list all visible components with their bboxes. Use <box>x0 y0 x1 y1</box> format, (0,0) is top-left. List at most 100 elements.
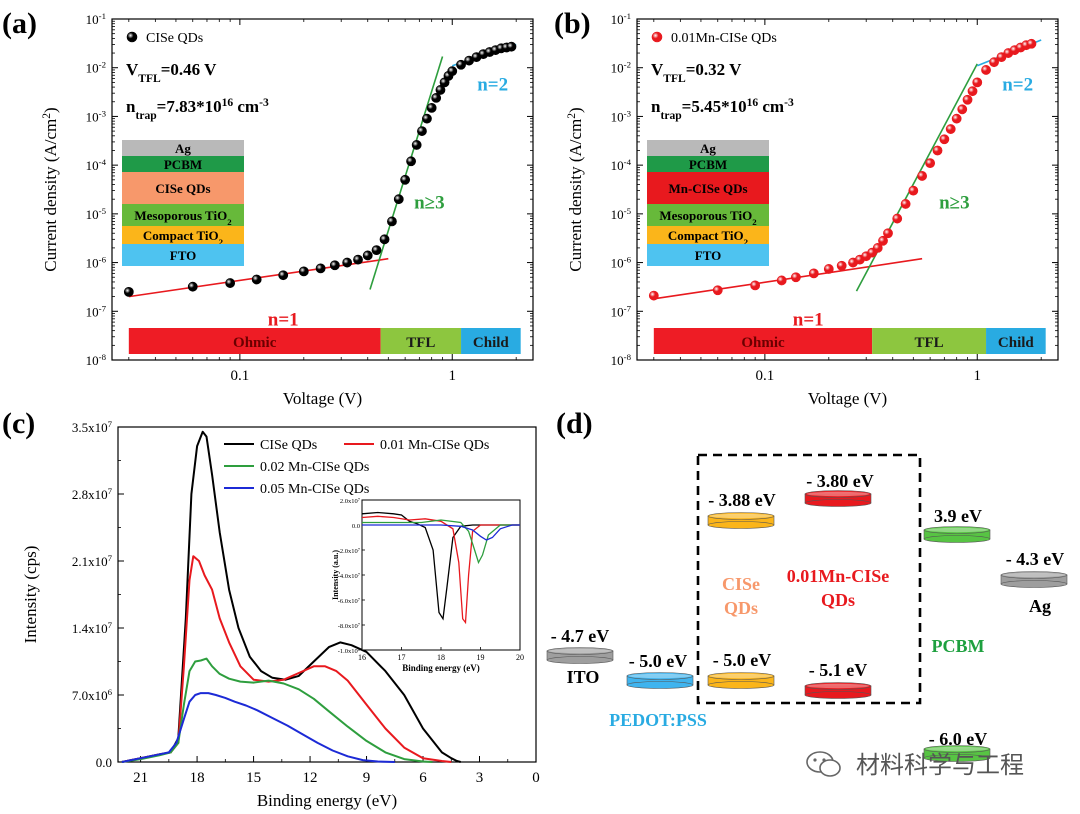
mncise-homo-level <box>804 682 872 699</box>
region-bar-tfl <box>872 328 987 354</box>
data-point <box>823 264 834 274</box>
y-tick-label-part: 7 <box>108 553 113 563</box>
region-label-ohmic: Ohmic <box>233 335 277 351</box>
data-point <box>251 274 262 285</box>
mncise-name: 0.01Mn-CISe <box>787 566 890 586</box>
y-axis-label-part: Current density (A/cm <box>41 119 60 272</box>
wechat-eye <box>822 758 826 762</box>
data-point <box>379 234 390 245</box>
mncise-name: QDs <box>821 590 855 610</box>
pcbm-lumo-level-bottom <box>923 535 991 543</box>
vtfl-annotation: VTFL=0.32 V <box>651 60 742 85</box>
x-tick-label: 1 <box>973 368 981 384</box>
data-point <box>278 270 289 281</box>
inset-y-tick-label-part: 7 <box>358 622 361 627</box>
device-layer-label-part: Compact TiO <box>668 228 744 243</box>
vtfl-annotation-part: =0.32 V <box>686 60 742 79</box>
ntrap-annotation-part: cm <box>233 97 259 116</box>
y-tick-label-part: 10 <box>86 61 99 76</box>
y-tick-label-part: 6 <box>108 687 113 697</box>
y-tick-label-part: -4 <box>99 157 107 167</box>
qd-dashed-box <box>696 453 922 705</box>
pcbm-homo-value: - 6.0 eV <box>929 729 987 749</box>
ito-level <box>546 647 614 664</box>
data-point <box>342 257 353 268</box>
y-tick-label-part: 2.8x10 <box>72 487 108 502</box>
device-layer-label-part: Mesoporous TiO <box>134 208 227 223</box>
y-tick-label-part: -3 <box>99 108 107 118</box>
ntrap-annotation-part: n <box>126 97 136 116</box>
panel-label: (b) <box>554 7 591 40</box>
y-axis-label-part: 2 <box>40 113 53 119</box>
y-tick-label-part: 7.0x10 <box>72 688 108 703</box>
vtfl-annotation-part: TFL <box>138 72 161 85</box>
y-axis-label-part: 2 <box>565 113 578 119</box>
inset-y-tick-label-part: -2.0x10 <box>338 548 358 555</box>
ito-level-bottom <box>546 656 614 664</box>
data-point <box>908 185 919 196</box>
ntrap-annotation-part: trap <box>135 109 156 122</box>
y-tick-label-part: -7 <box>99 303 107 313</box>
ag-level-bottom <box>1000 580 1068 588</box>
panel-label: (d) <box>556 407 593 440</box>
inset-y-tick-label-part: -1.0x10 <box>338 648 358 655</box>
legend-label: 0.01 Mn-CISe QDs <box>380 438 489 453</box>
y-tick-label-part: -4 <box>624 157 632 167</box>
pcbm-lumo-level <box>923 526 991 543</box>
x-tick-label: 0 <box>532 770 540 786</box>
y-tick-label: 10-6 <box>86 255 107 271</box>
ag-level <box>1000 571 1068 588</box>
series-line <box>121 692 395 763</box>
device-layer-label: Compact TiO2 <box>143 228 224 247</box>
inset-x-tick-label: 17 <box>398 653 406 662</box>
ntrap-annotation-part: =5.45*10 <box>682 97 747 116</box>
device-layer <box>647 204 769 226</box>
pcbm-lumo-value: 3.9 eV <box>934 506 982 526</box>
y-tick-label-part: 7 <box>108 419 113 429</box>
wechat-eye <box>813 758 817 762</box>
inset-y-tick-label-part: -6.0x10 <box>338 598 358 605</box>
y-tick-label-part: -1 <box>99 11 106 21</box>
device-layer <box>647 172 769 204</box>
region-bar-child <box>461 328 521 354</box>
data-point <box>892 213 903 224</box>
y-axis-label-part: Current density (A/cm <box>566 119 585 272</box>
device-layer <box>122 140 244 156</box>
device-layer <box>122 204 244 226</box>
device-layer-label-part: 2 <box>227 217 232 227</box>
data-point <box>648 290 659 301</box>
y-tick-label: 10-1 <box>86 11 106 27</box>
panel-a: Ohmic TFL Child10-810-710-610-510-410-310-… <box>2 7 534 408</box>
inset-series-line <box>361 515 520 625</box>
inset-y-tick-label-part: 7 <box>358 597 361 602</box>
data-point <box>989 57 999 68</box>
mncise-lumo-level-bottom <box>804 499 872 507</box>
data-point <box>836 260 847 271</box>
cise-lumo-level-top <box>707 512 775 520</box>
cise-name: QDs <box>724 598 758 618</box>
series-line <box>121 657 433 763</box>
panel-d: - 4.7 eV ITO - 5.0 eV PEDOT:PSS - 3.88 eV - 5… <box>546 407 1068 762</box>
device-layer <box>122 156 244 172</box>
data-point <box>939 134 950 145</box>
data-point <box>315 263 326 274</box>
ito-value: - 4.7 eV <box>551 626 609 646</box>
y-tick-label-part: 10 <box>86 12 99 27</box>
y-tick-label: 10-7 <box>86 303 107 319</box>
data-point <box>187 281 198 292</box>
device-layer-label: PCBM <box>164 157 202 172</box>
device-layer-label-part: FTO <box>695 248 722 263</box>
data-point <box>387 216 397 227</box>
mncise-homo-value: - 5.1 eV <box>809 660 867 680</box>
wechat-icon <box>806 751 841 777</box>
legend-marker <box>651 31 663 43</box>
x-tick-label: 12 <box>303 770 318 786</box>
y-tick-label-part: -8 <box>624 352 632 362</box>
y-tick-label-part: 10 <box>86 109 99 124</box>
data-point <box>900 199 911 209</box>
mncise-homo-level-top <box>804 682 872 690</box>
device-layer-label-part: Mesoporous TiO <box>659 208 752 223</box>
data-point <box>957 104 968 115</box>
data-point <box>225 278 236 288</box>
data-point <box>400 174 411 185</box>
